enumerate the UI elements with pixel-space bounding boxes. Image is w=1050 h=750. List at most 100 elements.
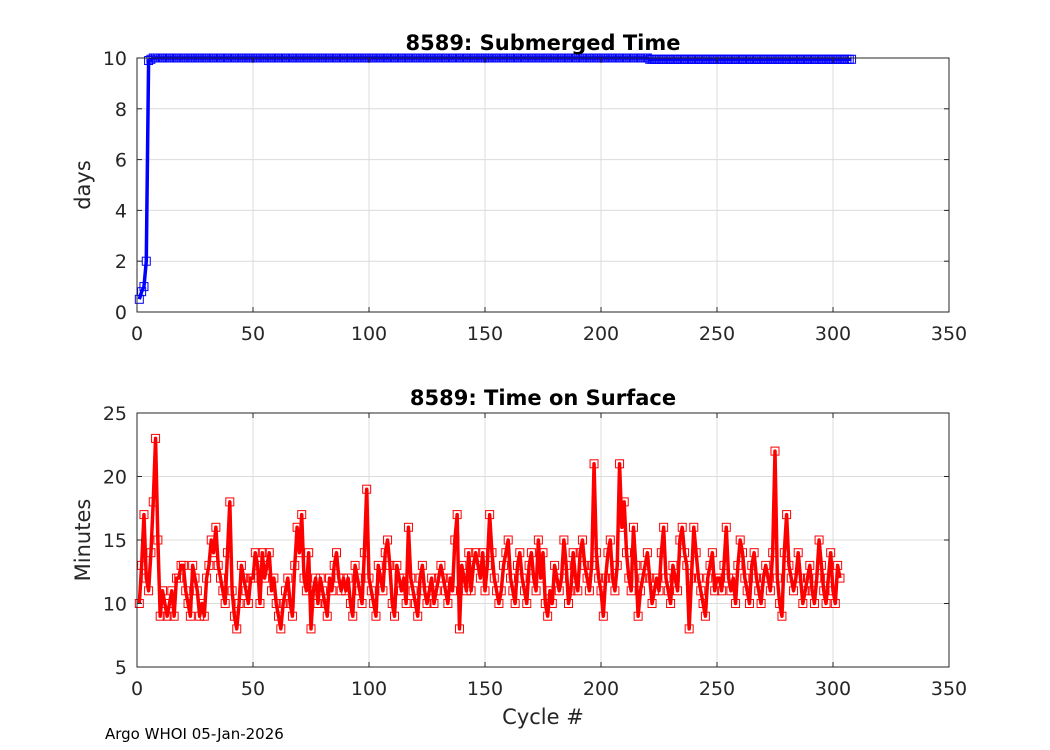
data-point	[348, 611, 358, 621]
data-point	[318, 586, 328, 596]
data-point	[385, 560, 395, 570]
data-point	[441, 586, 451, 596]
data-point	[188, 560, 198, 570]
data-point	[415, 573, 425, 583]
data-point	[550, 560, 560, 570]
data-point	[139, 282, 149, 292]
x-tick-label: 0	[131, 323, 143, 345]
data-point	[320, 599, 330, 608]
data-point	[601, 573, 611, 583]
data-point	[371, 611, 381, 621]
data-point	[489, 573, 499, 583]
axes-box	[136, 57, 950, 313]
data-point	[580, 560, 590, 570]
data-point	[471, 548, 481, 558]
data-point	[202, 573, 212, 583]
data-point	[807, 586, 817, 596]
data-point	[183, 599, 193, 608]
data-point	[264, 548, 274, 558]
x-tick-label: 200	[583, 323, 619, 345]
data-point	[211, 522, 221, 532]
data-point	[796, 573, 806, 583]
data-point	[526, 548, 536, 558]
data-point	[700, 611, 710, 621]
data-point	[255, 599, 265, 608]
data-point	[830, 599, 840, 608]
data-point	[626, 586, 636, 596]
data-point	[364, 573, 374, 583]
data-point	[427, 573, 437, 583]
data-point	[564, 599, 574, 608]
data-point	[610, 586, 620, 596]
data-point	[434, 573, 444, 583]
data-point	[589, 459, 599, 469]
data-point	[649, 586, 659, 596]
data-point	[608, 573, 618, 583]
data-point	[369, 599, 379, 608]
data-point	[396, 586, 406, 596]
data-point	[243, 599, 253, 608]
data-point	[779, 548, 789, 558]
data-point	[199, 611, 209, 621]
y-tick-label: 20	[103, 467, 127, 489]
data-point	[570, 573, 580, 583]
data-point	[559, 535, 569, 545]
data-point	[566, 586, 576, 596]
data-point	[573, 586, 583, 596]
data-point	[311, 573, 321, 583]
data-point	[299, 573, 309, 583]
data-point	[290, 560, 300, 570]
data-point	[278, 599, 288, 608]
data-point	[239, 573, 249, 583]
data-point	[782, 510, 792, 520]
data-point	[731, 599, 741, 608]
data-point	[394, 573, 404, 583]
data-point	[357, 599, 367, 608]
data-point	[445, 573, 455, 583]
data-point	[292, 522, 302, 532]
x-tick-label: 350	[931, 678, 967, 700]
data-point	[554, 586, 564, 596]
data-point	[506, 573, 516, 583]
chart-title: 8589: Submerged Time	[405, 31, 680, 55]
data-point	[675, 535, 685, 545]
data-point	[828, 586, 838, 596]
data-point	[749, 548, 759, 558]
x-tick-label: 350	[931, 323, 967, 345]
data-point	[533, 535, 543, 545]
data-point	[719, 560, 729, 570]
data-point	[543, 611, 553, 621]
x-tick-label: 200	[583, 678, 619, 700]
x-tick-label: 0	[131, 678, 143, 700]
data-point	[515, 548, 525, 558]
data-point	[594, 573, 604, 583]
data-point	[329, 560, 339, 570]
data-point	[747, 560, 757, 570]
data-point	[155, 611, 165, 621]
data-point	[144, 586, 154, 596]
data-point	[596, 586, 606, 596]
data-point	[631, 560, 641, 570]
data-point	[204, 560, 214, 570]
data-point	[652, 573, 662, 583]
data-point	[540, 599, 550, 608]
data-point	[322, 611, 332, 621]
data-point	[742, 586, 752, 596]
data-point	[645, 573, 655, 583]
data-point	[647, 599, 657, 608]
data-point	[392, 560, 402, 570]
data-point	[605, 535, 615, 545]
data-point	[459, 573, 469, 583]
data-point	[714, 573, 724, 583]
data-point	[751, 573, 761, 583]
data-point	[225, 497, 235, 507]
data-point	[519, 586, 529, 596]
data-point	[691, 548, 701, 558]
data-point	[343, 573, 353, 583]
plot-area	[137, 58, 949, 312]
data-point	[754, 586, 764, 596]
x-tick-label: 300	[815, 323, 851, 345]
data-point	[248, 573, 258, 583]
data-point	[345, 599, 355, 608]
data-point	[545, 586, 555, 596]
